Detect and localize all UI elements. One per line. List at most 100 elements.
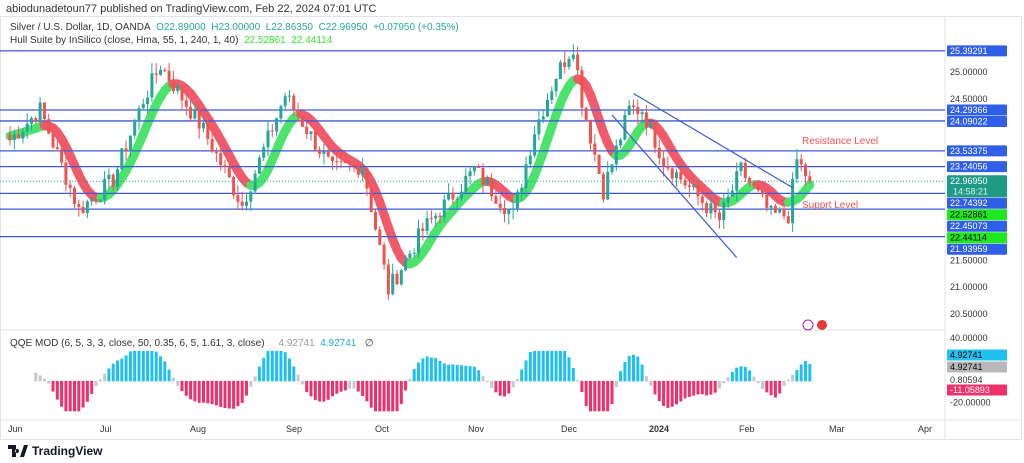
time-tick: Aug: [190, 424, 206, 434]
candle-body: [55, 147, 59, 150]
qqe-bar: [687, 380, 691, 397]
candle-body: [305, 126, 309, 135]
qqe-bar: [657, 380, 661, 402]
qqe-bar: [670, 380, 674, 407]
qqe-bar: [206, 380, 210, 404]
support-label: Supprt Level: [802, 200, 858, 211]
candle-body: [713, 203, 717, 213]
candle-body: [451, 192, 455, 200]
qqe-bar: [593, 380, 597, 412]
qqe-bar: [554, 350, 558, 382]
candle-body: [455, 198, 459, 200]
qqe-bar: [171, 377, 175, 382]
qqe-bar: [623, 362, 627, 382]
candle-body: [275, 118, 279, 132]
candle-body: [12, 134, 16, 140]
symbol-legend: Silver / U.S. Dollar, 1D, OANDA O22.8900…: [10, 22, 459, 33]
candle-body: [524, 164, 528, 188]
candle-body: [709, 203, 713, 214]
candle-body: [795, 159, 799, 179]
candle-body: [189, 106, 193, 119]
qqe-bar: [94, 380, 98, 387]
qqe-bar: [352, 380, 356, 389]
candle-body: [447, 192, 451, 200]
candle-body: [68, 184, 72, 188]
qqe-bar: [541, 350, 545, 382]
qqe-bar: [176, 380, 180, 386]
qqe-bar: [511, 380, 515, 388]
qqe-bar: [361, 380, 365, 396]
candle-body: [769, 205, 773, 208]
candle-body: [146, 97, 150, 105]
qqe-bar: [485, 380, 489, 383]
qqe-bar: [395, 380, 399, 412]
candle-body: [300, 116, 304, 127]
time-tick: Feb: [739, 424, 755, 434]
candle-body: [25, 123, 29, 132]
candle-body: [47, 119, 51, 134]
qqe-bar: [202, 380, 205, 403]
qqe-bar: [632, 354, 635, 382]
qqe-bar: [300, 380, 304, 385]
level-tag: 22.45073: [950, 221, 988, 231]
level-tag: 23.24056: [950, 162, 988, 172]
qqe-bar: [718, 380, 721, 389]
candle-body: [313, 131, 317, 150]
qqe-bar: [184, 380, 188, 396]
candle-body: [670, 168, 674, 179]
candle-body: [348, 163, 352, 165]
candle-body: [77, 204, 81, 208]
hull-tag-bg: [947, 232, 1007, 244]
qqe-bar: [219, 380, 223, 408]
level-tag-bg: [947, 220, 1007, 232]
qqe-bar: [627, 355, 631, 382]
level-tag-bg: [947, 116, 1007, 128]
qqe-bar: [107, 368, 111, 382]
tradingview-logo[interactable]: TradingView: [8, 444, 102, 458]
qqe-bar: [524, 360, 528, 382]
candle-body: [288, 95, 291, 97]
qqe-bar: [116, 360, 119, 382]
qqe-bar: [275, 350, 279, 382]
time-tick: Jun: [8, 424, 23, 434]
qqe-bar: [743, 366, 747, 382]
candle-body: [429, 218, 433, 220]
qqe-bar: [339, 380, 343, 392]
qqe-bar: [429, 357, 433, 382]
candle-body: [580, 70, 584, 108]
qqe-bar: [679, 380, 683, 402]
candle-body: [808, 176, 812, 182]
qqe-bar: [128, 351, 132, 382]
candle-body: [214, 151, 218, 154]
last-price-tag: 22.96950: [950, 176, 988, 186]
qqe-bar: [77, 380, 81, 412]
candle-body: [326, 151, 330, 157]
level-tag-bg: [947, 197, 1007, 209]
candle-body: [128, 135, 132, 152]
qqe-bar: [34, 372, 38, 382]
hide-icon[interactable]: ∅: [364, 338, 374, 349]
candle-body: [64, 162, 68, 185]
candle-body: [103, 178, 107, 200]
candle-body: [692, 184, 696, 188]
level-tag: 24.29366: [950, 105, 988, 115]
qqe-bar: [653, 380, 657, 395]
qqe-bar: [47, 380, 51, 384]
qqe-bar: [240, 380, 244, 403]
qqe-bar: [98, 379, 102, 382]
candle-body: [120, 148, 124, 170]
candle-body: [111, 174, 115, 187]
candle-body: [614, 145, 618, 165]
high-value: H23.00000: [211, 22, 261, 33]
candle-body: [550, 91, 554, 100]
level-tag-bg: [947, 243, 1007, 255]
qqe-bar: [313, 380, 317, 400]
qqe-bar: [748, 370, 752, 382]
qqe-bar: [81, 380, 85, 408]
price-tick: 21.00000: [950, 282, 988, 292]
qqe-bar: [804, 361, 807, 382]
qqe-bar: [722, 380, 726, 384]
candle-body: [395, 273, 399, 285]
channel-trendline: [633, 93, 793, 189]
